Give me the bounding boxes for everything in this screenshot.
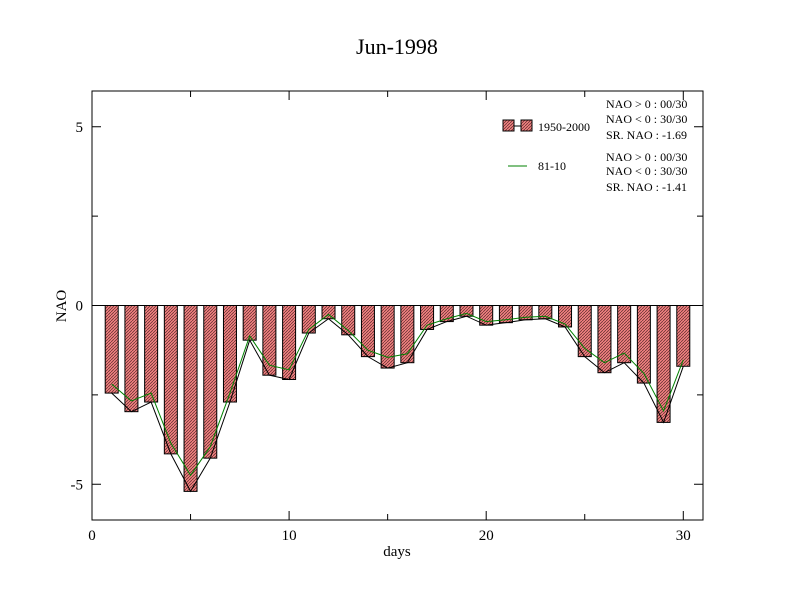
stats-line: NAO < 0 : 30/30	[606, 164, 687, 178]
bar	[380, 305, 395, 369]
y-axis-label: NAO	[54, 290, 70, 323]
axes: 0 10 20 30 -5 0 5	[71, 90, 704, 544]
bar	[104, 305, 119, 394]
legend-label-1950-2000: 1950-2000	[538, 120, 590, 134]
chart-title: Jun-1998	[356, 34, 438, 59]
x-axis-label: days	[383, 544, 411, 560]
bar	[656, 305, 671, 423]
bar	[617, 305, 632, 364]
bar	[360, 305, 375, 358]
series-line-black	[111, 315, 684, 493]
stats-line: SR. NAO : -1.41	[606, 180, 687, 194]
line-series	[111, 312, 684, 493]
stats-line: NAO > 0 : 00/30	[606, 150, 687, 164]
stats-line: SR. NAO : -1.69	[606, 128, 687, 142]
legend-label-81-10: 81-10	[538, 159, 566, 173]
bar	[479, 305, 494, 326]
bar	[242, 305, 257, 341]
x-tick-label: 20	[479, 528, 494, 544]
stats-line: NAO < 0 : 30/30	[606, 112, 687, 126]
x-tick-label: 10	[282, 528, 297, 544]
x-tick-label: 30	[676, 528, 691, 544]
bar	[183, 305, 198, 492]
y-tick-label: 5	[76, 120, 84, 136]
legend-swatch-bar	[502, 119, 515, 132]
stats-line: NAO > 0 : 00/30	[606, 97, 687, 111]
series-line-81-10	[111, 312, 684, 477]
y-tick-label: -5	[71, 477, 84, 493]
legend-swatch-bar	[520, 119, 533, 132]
bar	[676, 305, 691, 367]
x-tick-label: 0	[88, 528, 96, 544]
bar	[124, 305, 139, 413]
y-tick-label: 0	[76, 299, 84, 315]
bar-series	[104, 305, 691, 492]
bar	[636, 305, 651, 384]
bar	[321, 305, 336, 320]
bar	[144, 305, 159, 403]
